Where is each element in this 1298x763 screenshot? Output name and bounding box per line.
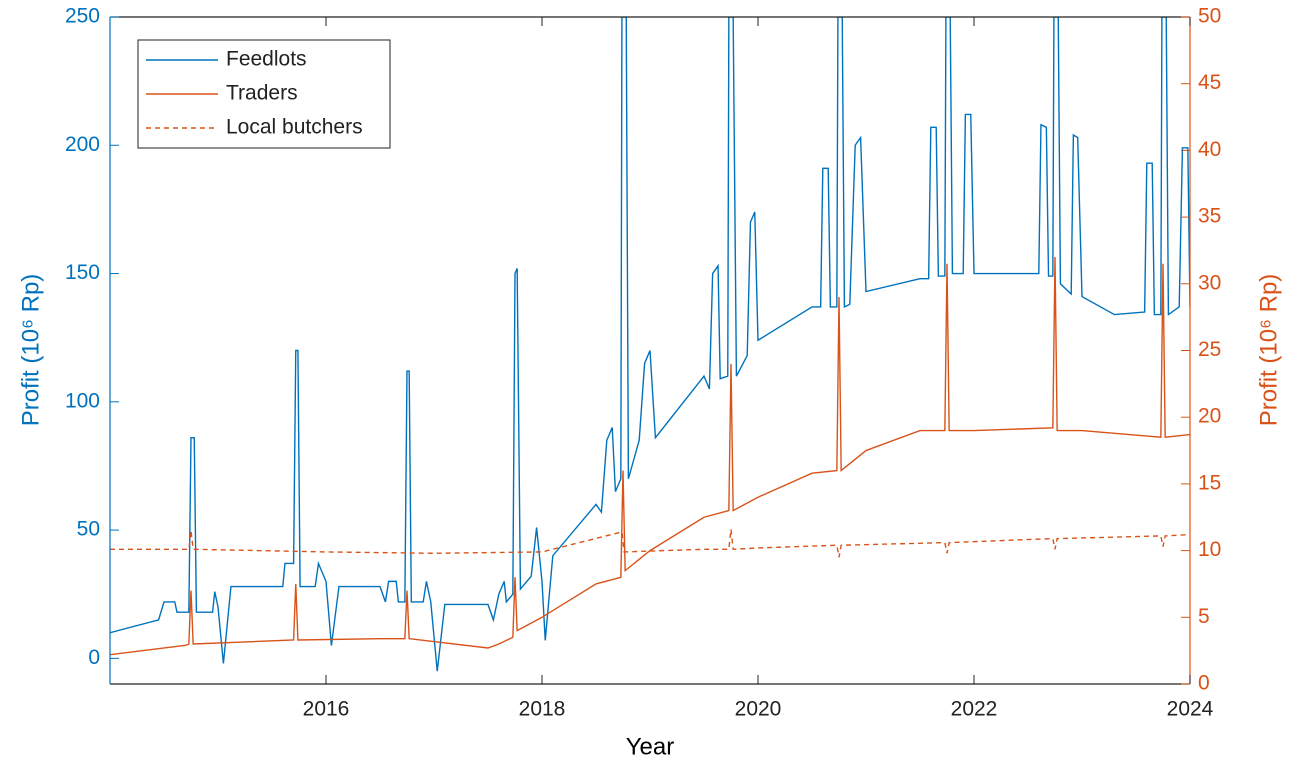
y-tick-label: 150 [65,261,100,284]
y-tick-label: 50 [77,518,100,541]
y2-tick-label: 0 [1198,672,1210,695]
y2-tick-label: 15 [1198,471,1221,494]
x-tick-label: 2024 [1167,698,1214,721]
y2-tick-label: 30 [1198,271,1221,294]
x-tick-label: 2016 [303,698,350,721]
y2-tick-label: 40 [1198,138,1221,161]
y-tick-label: 200 [65,133,100,156]
x-tick-label: 2020 [735,698,782,721]
y2-tick-label: 35 [1198,205,1221,228]
legend-label: Local butchers [226,116,363,139]
y-tick-label: 250 [65,5,100,28]
x-tick-label: 2022 [951,698,998,721]
y2-tick-label: 50 [1198,5,1221,28]
y-axis-label: Profit (10⁶ Rp) [17,274,44,427]
series-line [110,257,1190,656]
y2-tick-label: 25 [1198,338,1221,361]
x-axis-label: Year [626,733,675,760]
series-line [110,529,1190,558]
y2-tick-label: 10 [1198,538,1221,561]
y-tick-label: 0 [88,646,100,669]
plot-area [110,17,1190,672]
y2-tick-label: 45 [1198,71,1221,94]
legend-label: Traders [226,82,298,105]
y-tick-label: 100 [65,389,100,412]
y2-axis-label: Profit (10⁶ Rp) [1255,274,1282,427]
y2-tick-label: 20 [1198,405,1221,428]
y2-tick-label: 5 [1198,605,1210,628]
x-tick-label: 2018 [519,698,566,721]
series-line [110,17,1190,672]
legend-label: Feedlots [226,48,307,71]
